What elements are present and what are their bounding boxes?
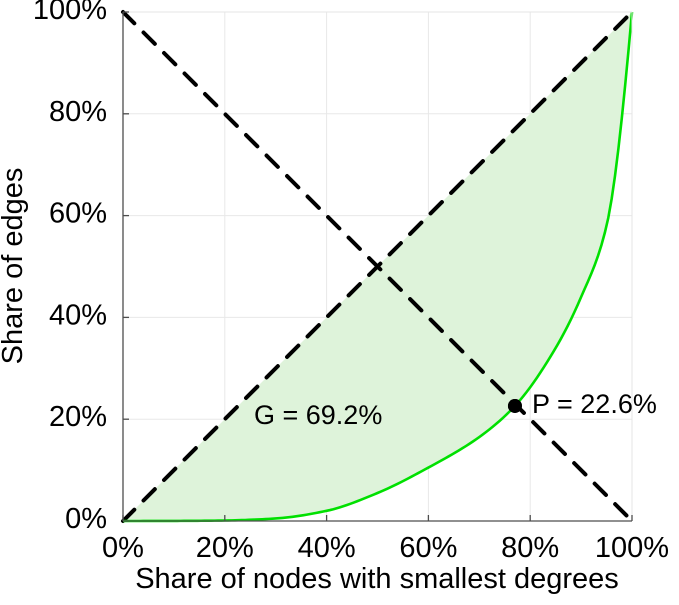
svg-text:60%: 60% bbox=[49, 198, 107, 230]
svg-text:Share of edges: Share of edges bbox=[0, 168, 29, 365]
svg-text:20%: 20% bbox=[196, 532, 254, 564]
svg-text:40%: 40% bbox=[298, 532, 356, 564]
svg-text:80%: 80% bbox=[49, 96, 107, 128]
svg-text:0%: 0% bbox=[102, 532, 144, 564]
svg-text:0%: 0% bbox=[65, 503, 107, 535]
svg-text:60%: 60% bbox=[399, 532, 457, 564]
svg-text:Share of nodes with smallest d: Share of nodes with smallest degrees bbox=[135, 563, 619, 595]
svg-text:P = 22.6%: P = 22.6% bbox=[532, 389, 657, 419]
svg-text:100%: 100% bbox=[595, 532, 669, 564]
svg-text:G = 69.2%: G = 69.2% bbox=[254, 400, 382, 430]
svg-text:40%: 40% bbox=[49, 299, 107, 331]
svg-text:80%: 80% bbox=[501, 532, 559, 564]
svg-text:20%: 20% bbox=[49, 401, 107, 433]
svg-text:100%: 100% bbox=[33, 0, 107, 26]
